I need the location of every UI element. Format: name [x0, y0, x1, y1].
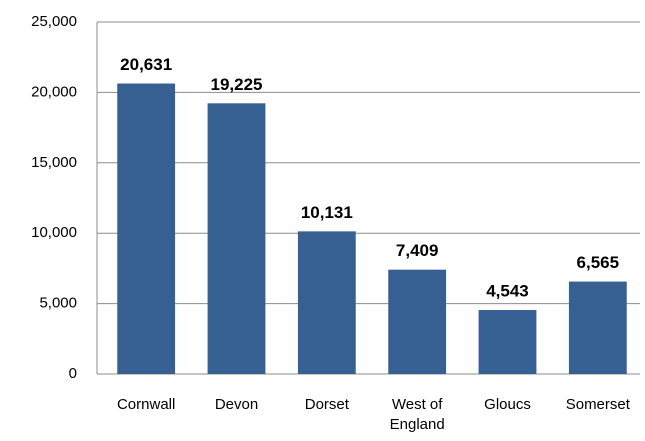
bar — [388, 269, 447, 374]
y-tick-label: 15,000 — [31, 154, 77, 171]
x-tick-label: Gloucs — [484, 396, 531, 413]
y-tick-label: 10,000 — [31, 224, 77, 241]
y-tick-label: 25,000 — [31, 13, 77, 30]
bar — [297, 231, 356, 374]
y-tick-label: 20,000 — [31, 83, 77, 100]
x-tick-label: West of England — [389, 396, 445, 433]
x-tick-label: Dorset — [304, 396, 349, 413]
data-label: 7,409 — [396, 241, 439, 260]
x-tick-label: Cornwall — [116, 396, 176, 413]
data-label: 20,631 — [120, 55, 172, 74]
data-label: 10,131 — [301, 203, 353, 222]
data-label: 4,543 — [486, 282, 529, 301]
bar — [207, 103, 266, 374]
y-tick-label: 5,000 — [39, 295, 77, 312]
x-tick-label: Devon — [214, 396, 259, 413]
y-tick-label: 0 — [69, 365, 77, 382]
bar — [478, 310, 537, 374]
x-tick-label: Somerset — [565, 396, 630, 413]
bar — [568, 281, 627, 374]
bar — [117, 83, 176, 375]
data-label: 6,565 — [577, 253, 620, 272]
data-label: 19,225 — [211, 75, 263, 94]
